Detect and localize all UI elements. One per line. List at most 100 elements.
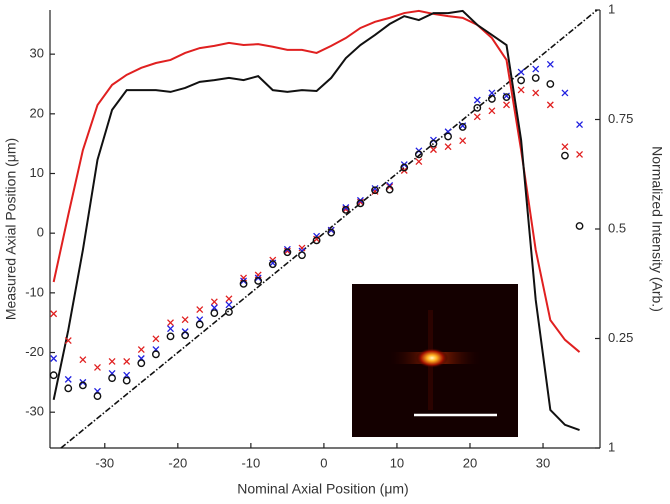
y2-tick-label: 1 bbox=[608, 1, 615, 16]
x-tick-label: 20 bbox=[463, 455, 477, 470]
cross-marker bbox=[503, 101, 510, 109]
y-tick-label: 10 bbox=[30, 165, 44, 180]
cross-marker bbox=[546, 101, 554, 109]
circle-marker bbox=[487, 95, 496, 103]
cross-marker bbox=[561, 89, 569, 97]
y-tick-label: -20 bbox=[25, 344, 44, 359]
inset-spot bbox=[416, 348, 448, 368]
cross-marker bbox=[225, 295, 233, 303]
y2-axis-title: Normalized Intensity (Arb.) bbox=[649, 146, 665, 312]
circle-marker bbox=[78, 381, 87, 390]
cross-marker bbox=[210, 298, 218, 306]
circle-marker bbox=[429, 139, 438, 148]
cross-marker bbox=[94, 363, 101, 371]
circle-marker bbox=[239, 279, 248, 288]
y2-tick-label: 0.5 bbox=[608, 220, 626, 235]
x-tick-label: -20 bbox=[168, 455, 187, 470]
circle-marker bbox=[49, 371, 58, 380]
cross-marker bbox=[561, 143, 569, 151]
circle-marker bbox=[225, 308, 233, 316]
circle-marker bbox=[210, 309, 219, 318]
cross-marker bbox=[123, 358, 131, 365]
y-axis-title: Measured Axial Position (μm) bbox=[3, 138, 19, 320]
circle-marker bbox=[152, 350, 160, 359]
plot-area: -30 -20 -10 0 10 20 30 -30 -20 -10 0 10 20 30 1 0.25 0.5… bbox=[25, 1, 633, 470]
x-tick-label: 0 bbox=[320, 455, 327, 470]
cross-marker bbox=[488, 89, 496, 97]
circle-marker bbox=[268, 260, 277, 269]
circle-marker bbox=[531, 74, 540, 82]
circle-marker bbox=[166, 332, 175, 341]
cross-marker bbox=[167, 319, 174, 327]
cross-marker bbox=[532, 65, 540, 73]
circle-marker bbox=[327, 228, 336, 237]
circle-marker bbox=[181, 331, 190, 340]
circle-marker bbox=[414, 150, 423, 159]
circle-marker bbox=[254, 277, 263, 285]
cross-marker bbox=[108, 358, 116, 365]
cross-marker bbox=[576, 150, 584, 158]
cross-marker bbox=[64, 337, 72, 345]
circle-marker bbox=[546, 80, 555, 88]
cross-marker bbox=[415, 158, 423, 166]
intensity-line bbox=[52, 9, 581, 353]
cross-marker bbox=[488, 107, 496, 115]
x-tick-label: -10 bbox=[241, 455, 260, 470]
y-tick-label: 0 bbox=[37, 225, 44, 240]
cross-marker bbox=[327, 226, 335, 234]
circle-marker bbox=[561, 151, 569, 160]
circle-marker bbox=[458, 123, 467, 131]
circle-marker bbox=[444, 132, 452, 141]
circle-marker bbox=[473, 103, 482, 112]
cross-marker bbox=[210, 304, 218, 312]
circle-marker bbox=[400, 163, 409, 172]
cross-marker bbox=[225, 301, 233, 309]
cross-marker bbox=[576, 121, 584, 129]
cross-marker bbox=[517, 68, 525, 76]
circle-marker bbox=[312, 236, 321, 245]
cross-marker bbox=[123, 371, 131, 379]
x-tick-label: 10 bbox=[390, 455, 404, 470]
cross-marker bbox=[430, 146, 437, 154]
circle-marker bbox=[195, 320, 204, 329]
circle-marker bbox=[502, 93, 511, 102]
y-tick-label: -10 bbox=[25, 284, 44, 299]
circle-marker bbox=[371, 186, 379, 195]
circle-marker bbox=[108, 374, 116, 383]
circle-marker bbox=[64, 384, 73, 393]
circle-marker bbox=[298, 251, 306, 260]
y-tick-label: 20 bbox=[30, 105, 44, 120]
cross-marker bbox=[473, 113, 481, 121]
cross-marker bbox=[152, 335, 160, 343]
cross-marker bbox=[546, 60, 554, 68]
circle-marker bbox=[137, 359, 146, 368]
x-tick-label: -30 bbox=[95, 455, 114, 470]
cross-marker bbox=[532, 89, 540, 97]
cross-marker bbox=[196, 306, 204, 314]
y2-tick-label: 0.75 bbox=[608, 111, 633, 126]
cross-marker bbox=[167, 325, 174, 333]
cross-marker bbox=[342, 204, 350, 211]
cross-marker bbox=[298, 244, 306, 252]
cross-marker bbox=[371, 184, 379, 192]
circle-marker bbox=[93, 392, 102, 400]
cross-marker bbox=[517, 86, 525, 94]
y-tick-label: -30 bbox=[25, 404, 44, 419]
inset-image bbox=[352, 284, 518, 437]
cross-marker bbox=[137, 346, 145, 353]
circle-marker bbox=[283, 248, 292, 257]
circle-marker bbox=[575, 222, 584, 230]
cross-marker bbox=[50, 310, 58, 318]
cross-marker bbox=[240, 274, 248, 282]
circle-marker bbox=[122, 376, 131, 385]
cross-marker bbox=[459, 137, 467, 145]
cross-marker bbox=[181, 316, 189, 324]
cross-marker bbox=[64, 375, 72, 383]
cross-marker bbox=[254, 271, 262, 279]
y2-tick-label: 0.25 bbox=[608, 330, 633, 345]
circle-marker bbox=[385, 185, 394, 194]
identity-line bbox=[60, 9, 598, 449]
y-tick-label: 30 bbox=[30, 46, 44, 61]
circle-marker bbox=[517, 76, 526, 85]
